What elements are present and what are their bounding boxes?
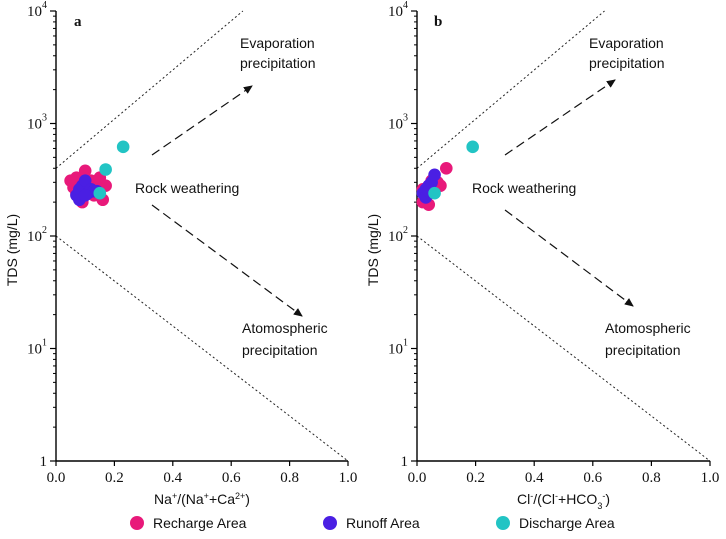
y-tick-label: 1 [401, 454, 409, 470]
data-point-runoff-area [428, 168, 441, 182]
upper-boundary-line [55, 10, 244, 169]
panel-label: a [74, 14, 82, 30]
x-tick-label: 1.0 [339, 470, 358, 486]
atmospheric-arrow [151, 204, 303, 317]
data-point-recharge-area [440, 161, 453, 175]
legend-label-runoff-area: Runoff Area [346, 515, 420, 531]
x-tick-label: 0.2 [466, 470, 485, 486]
y-axis-label: TDS (mg/L) [4, 214, 20, 286]
lower-boundary-line [55, 235, 349, 462]
y-tick-label: 102 [388, 225, 408, 245]
x-tick-label: 0.8 [642, 470, 661, 486]
data-point-discharge-area [99, 163, 112, 176]
data-point-recharge-area [78, 164, 92, 178]
rock-weathering-label: Rock weathering [472, 180, 576, 196]
evaporation-arrow [504, 79, 616, 156]
y-tick-label: 103 [388, 113, 408, 133]
evaporation-label: Evaporation [589, 35, 664, 51]
atmospheric-label: precipitation [242, 342, 318, 358]
y-tick-label: 101 [27, 338, 47, 358]
rock-weathering-label: Rock weathering [135, 180, 239, 196]
data-point-discharge-area [116, 140, 130, 154]
x-tick-label: 0.6 [583, 470, 602, 486]
evaporation-label: Evaporation [240, 35, 315, 51]
x-tick-label: 0.4 [525, 470, 544, 486]
data-point-discharge-area [93, 186, 107, 200]
y-tick-label: 103 [27, 113, 47, 133]
data-point-runoff-area [78, 189, 92, 202]
y-tick-label: 102 [27, 225, 47, 245]
upper-boundary-line [416, 10, 605, 169]
x-tick-label: 1.0 [701, 470, 720, 486]
legend-label-recharge-area: Recharge Area [153, 515, 247, 531]
x-tick-label: 0.2 [105, 470, 124, 486]
atmospheric-arrow [504, 209, 634, 307]
x-tick-label: 0.6 [222, 470, 241, 486]
legend-marker-discharge-area [496, 516, 510, 530]
atmospheric-label: precipitation [605, 342, 681, 358]
x-axis-label: Cl-/(Cl-+HCO3-) [517, 491, 610, 511]
y-tick-label: 101 [388, 338, 408, 358]
panel-a: 1 101 102 103 104 0.0 0.2 0.4 0.6 0.8 1.0 TDS (mg/L… [4, 0, 357, 507]
y-tick-label: 1 [40, 454, 48, 470]
legend-marker-runoff-area [323, 516, 337, 530]
x-axis-label: Na+/(Na++Ca2+) [154, 491, 250, 507]
evaporation-arrow [151, 85, 253, 156]
y-axis-label: TDS (mg/L) [365, 214, 381, 286]
atmospheric-label: Atomospheric [242, 320, 328, 336]
atmospheric-label: Atomospheric [605, 320, 691, 336]
x-tick-label: 0.0 [408, 470, 427, 486]
y-tick-label: 104 [27, 0, 47, 20]
legend-marker-recharge-area [130, 516, 144, 530]
x-tick-label: 0.0 [47, 470, 66, 486]
data-point-discharge-area [428, 186, 441, 200]
legend-label-discharge-area: Discharge Area [519, 515, 615, 531]
legend: Recharge Area Runoff Area Discharge Area [130, 515, 615, 531]
evaporation-label: precipitation [240, 55, 316, 71]
x-tick-label: 0.8 [280, 470, 299, 486]
panel-label: b [434, 14, 442, 30]
evaporation-label: precipitation [589, 55, 665, 71]
data-point-discharge-area [466, 140, 479, 154]
lower-boundary-line [416, 235, 711, 462]
y-tick-label: 104 [388, 0, 408, 20]
x-tick-label: 0.4 [163, 470, 182, 486]
panel-b: 1 101 102 103 104 0.0 0.2 0.4 0.6 0.8 1.0 TDS (mg/L… [365, 0, 719, 511]
